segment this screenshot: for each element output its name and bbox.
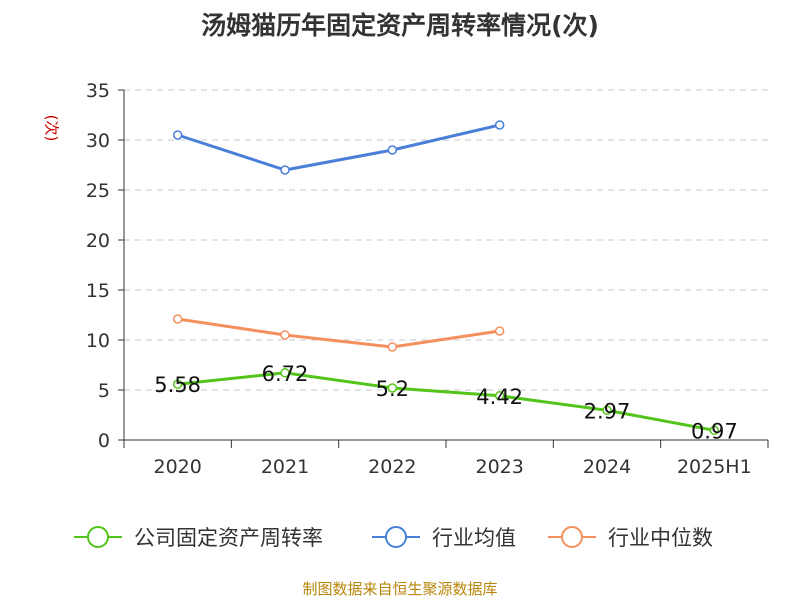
x-tick-label: 2025H1 (677, 456, 752, 478)
data-point (280, 368, 290, 378)
legend-marker-0 (87, 526, 109, 548)
x-tick-label: 2020 (153, 456, 201, 478)
legend-marker-2 (561, 526, 583, 548)
data-point (280, 165, 290, 175)
y-tick-label: 35 (86, 80, 110, 102)
x-tick-label: 2022 (368, 456, 416, 478)
data-label: 4.42 (476, 385, 523, 409)
x-tick-label: 2021 (261, 456, 309, 478)
data-point (387, 342, 398, 352)
data-point (709, 425, 720, 436)
series-line-1 (177, 123, 501, 172)
series-line-0 (177, 371, 715, 432)
data-point (602, 405, 612, 416)
y-tick-label: 5 (98, 380, 110, 402)
data-label: 5.2 (376, 377, 409, 401)
data-point (494, 391, 505, 401)
data-point (494, 120, 505, 130)
data-label: 6.72 (262, 362, 309, 386)
data-label: 5.58 (154, 373, 201, 397)
y-tick-label: 20 (86, 230, 110, 252)
legend-label-0: 公司固定资产周转率 (134, 526, 323, 550)
x-tick-label: 2024 (583, 456, 631, 478)
legend-marker-1 (385, 526, 407, 548)
y-tick-label: 30 (86, 130, 110, 152)
y-tick-label: 0 (98, 430, 110, 452)
legend-label-1: 行业均值 (432, 526, 516, 550)
data-point (172, 379, 183, 389)
series-line-2 (177, 317, 500, 349)
data-point (172, 314, 183, 324)
data-label: 0.97 (691, 419, 738, 443)
y-tick-label: 25 (86, 180, 110, 202)
y-tick-label: 10 (86, 330, 110, 352)
data-point (280, 330, 290, 340)
source-note: 制图数据来自恒生聚源数据库 (302, 580, 498, 598)
data-point (387, 383, 398, 393)
data-point (172, 130, 183, 140)
data-point (494, 326, 505, 336)
data-label: 2.97 (584, 399, 631, 423)
y-tick-label: 15 (86, 280, 110, 302)
chart-title: 汤姆猫历年固定资产周转率情况(次) (201, 11, 599, 40)
x-tick-label: 2023 (475, 456, 523, 478)
legend-label-2: 行业中位数 (608, 526, 713, 550)
data-point (387, 145, 398, 155)
